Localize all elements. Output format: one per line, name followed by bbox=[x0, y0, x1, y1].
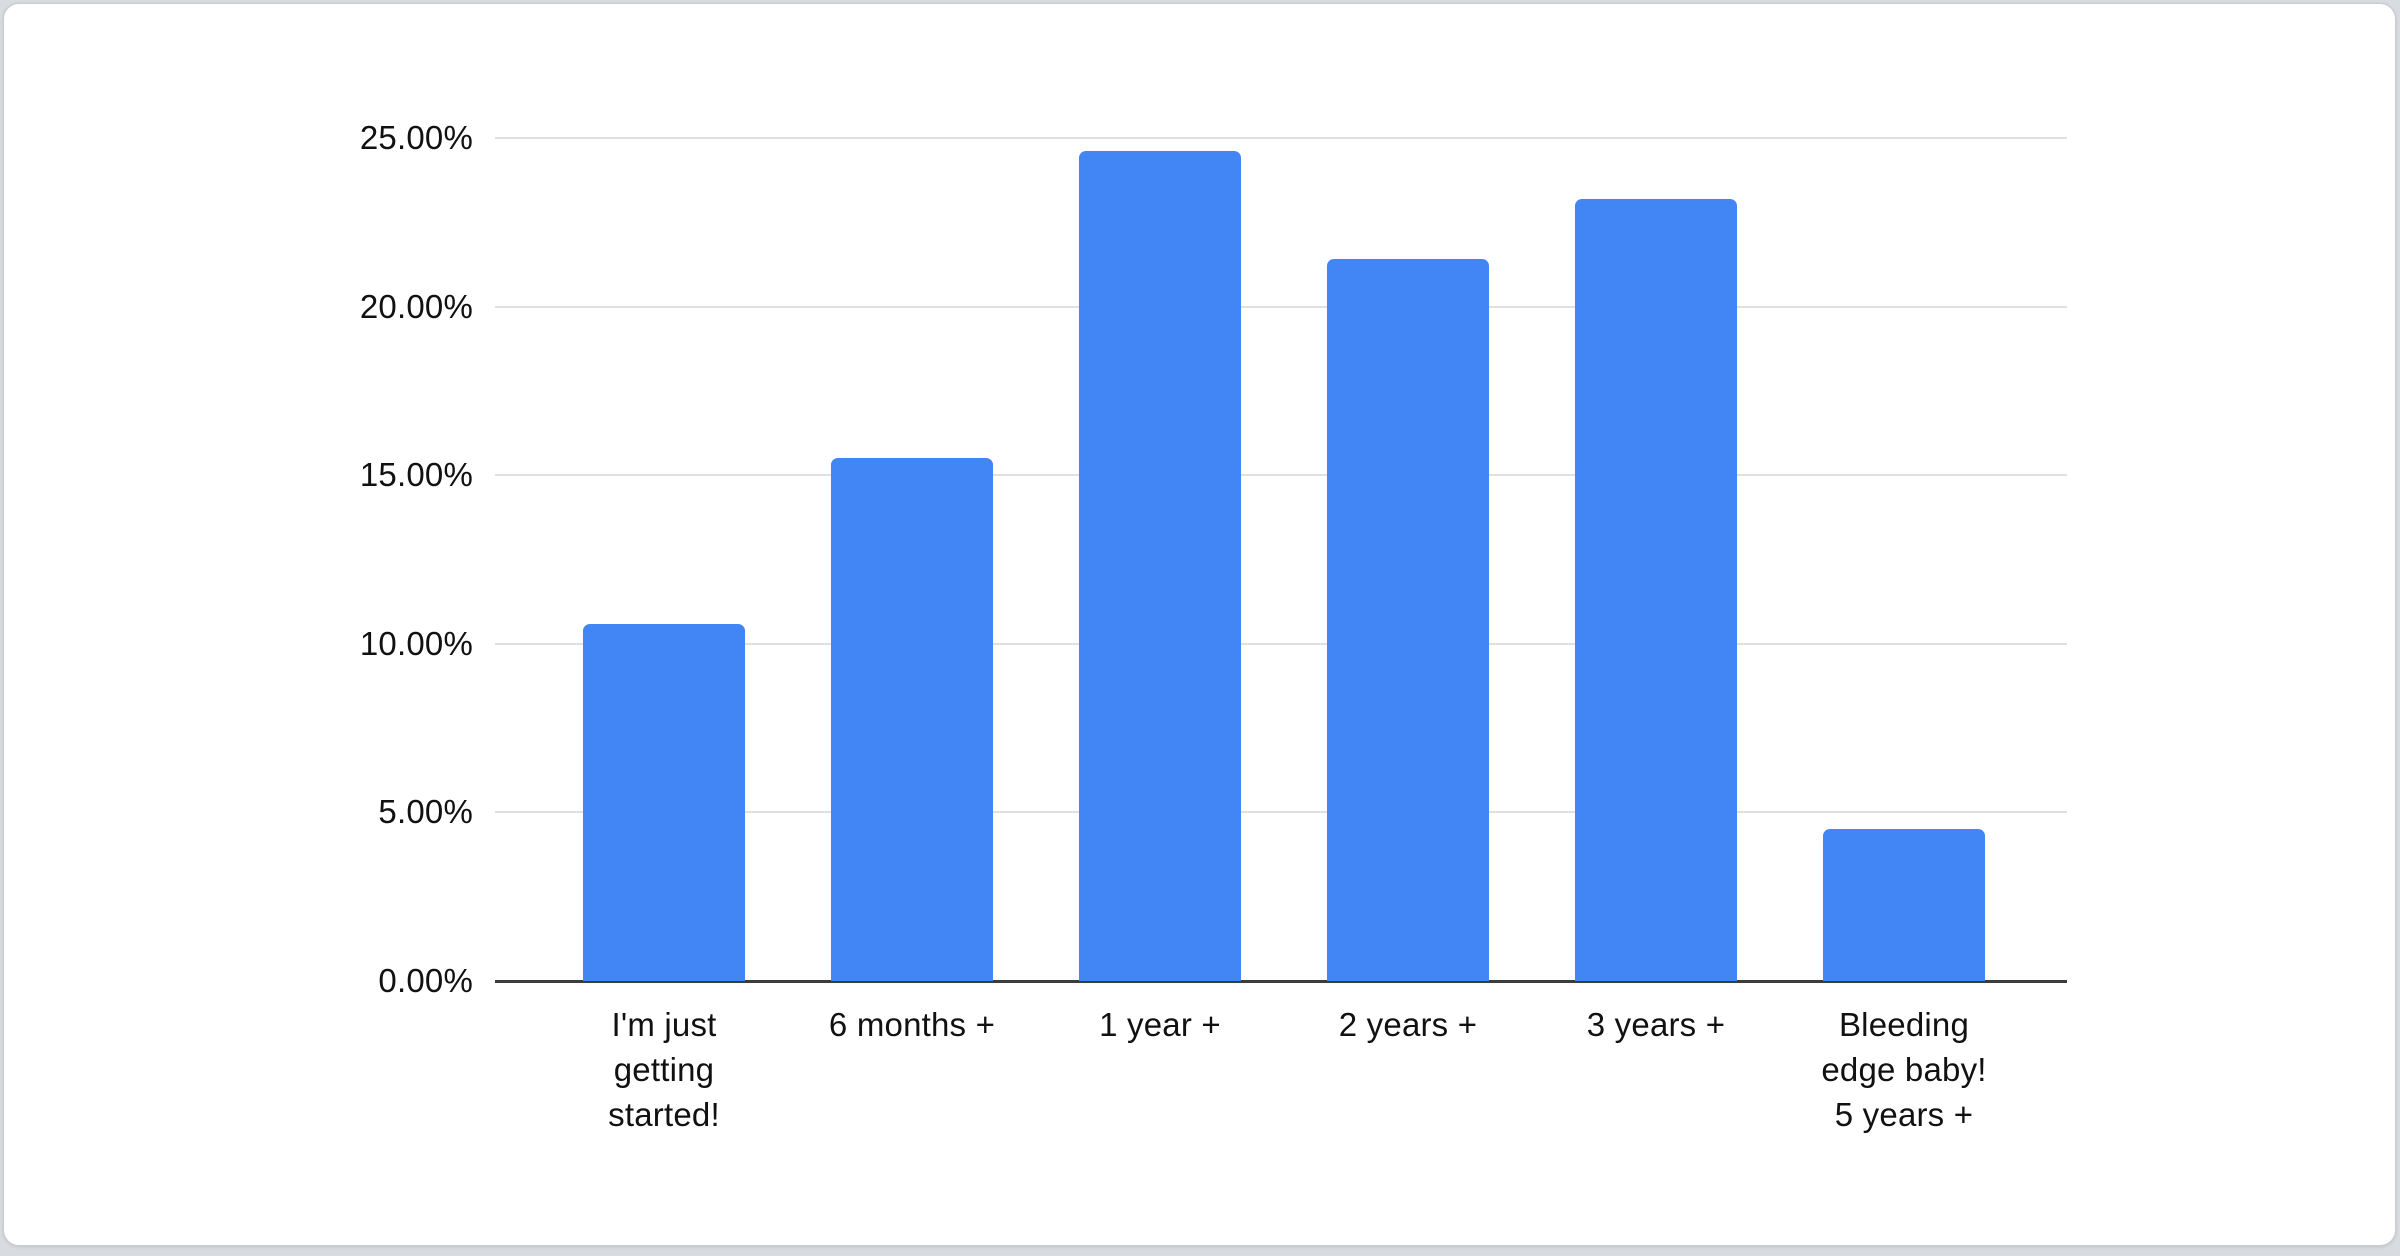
gridline bbox=[495, 642, 2067, 645]
bar-1[interactable] bbox=[583, 624, 745, 981]
gridline bbox=[495, 137, 2067, 139]
bar-3[interactable] bbox=[1079, 151, 1241, 981]
x-axis-tick-label: 6 months + bbox=[828, 1006, 996, 1043]
x-axis-tick-label: 3 years + bbox=[1586, 1006, 1726, 1043]
y-axis-tick-label: 20.00% bbox=[359, 287, 473, 325]
gridline bbox=[495, 305, 2067, 308]
bar-5[interactable] bbox=[1575, 199, 1737, 981]
bar-6[interactable] bbox=[1823, 829, 1985, 981]
x-axis-tick-label: 1 year + bbox=[1099, 1006, 1221, 1043]
gridline bbox=[495, 474, 2067, 477]
x-axis-line bbox=[495, 980, 2067, 983]
gridline bbox=[495, 811, 2067, 814]
x-axis-tick-label: I'm just getting started! bbox=[608, 1006, 720, 1133]
x-axis-tick-label: Bleeding edge baby! 5 years + bbox=[1821, 1006, 1987, 1133]
y-axis-tick-label: 25.00% bbox=[359, 119, 473, 156]
y-axis-tick-label: 0.00% bbox=[378, 962, 473, 999]
bar-2[interactable] bbox=[831, 458, 993, 981]
y-axis-tick-label: 5.00% bbox=[378, 793, 473, 831]
y-axis-tick-label: 10.00% bbox=[359, 624, 473, 662]
y-axis-tick-label: 15.00% bbox=[359, 456, 473, 494]
x-axis-tick-label: 2 years + bbox=[1338, 1006, 1478, 1043]
bar-4[interactable] bbox=[1327, 259, 1489, 981]
